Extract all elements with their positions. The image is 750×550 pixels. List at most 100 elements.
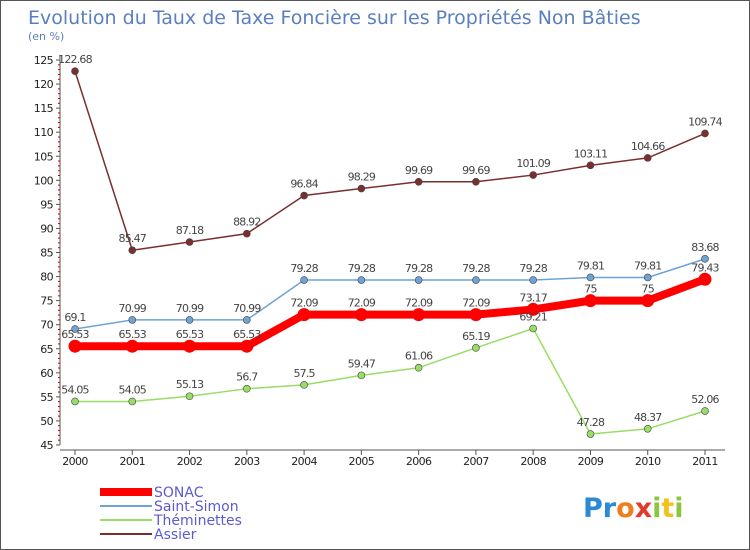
data-label: 75 — [584, 283, 597, 296]
data-point — [526, 302, 540, 316]
y-tick-label: 85 — [40, 247, 53, 260]
logo-letter: x — [635, 493, 652, 524]
data-point — [643, 154, 652, 162]
logo-letter: P — [583, 493, 603, 524]
data-label: 57.5 — [293, 367, 315, 380]
data-label: 79.81 — [634, 259, 662, 272]
data-point — [243, 384, 251, 393]
data-point — [300, 276, 308, 284]
data-label: 54.05 — [119, 383, 147, 396]
data-label: 72.09 — [462, 297, 490, 310]
chart-title: Evolution du Taux de Taxe Foncière sur l… — [28, 7, 641, 29]
x-tick-label: 2007 — [463, 455, 489, 468]
labels-assier: 122.68 85.47 87.18 88.92 96.84 98.29 99.69 99.6… — [58, 53, 723, 245]
data-point — [586, 161, 595, 170]
data-point — [414, 363, 423, 372]
data-label: 85.47 — [119, 232, 147, 245]
data-label: 99.69 — [405, 164, 433, 177]
data-label: 79.28 — [290, 262, 318, 275]
data-label: 109.74 — [688, 115, 722, 128]
data-point — [128, 397, 137, 406]
logo-letter: i — [674, 493, 683, 524]
data-point — [183, 339, 197, 353]
data-point — [185, 316, 194, 324]
data-point — [128, 316, 137, 324]
data-point — [357, 276, 366, 284]
data-point — [68, 339, 82, 353]
data-label: 83.68 — [691, 241, 719, 254]
data-point — [643, 273, 652, 282]
y-tick-label: 65 — [40, 343, 53, 356]
labels-th-minettes: 54.05 54.05 55.13 56.7 57.5 59.47 61.06 65.19 69… — [61, 310, 720, 429]
data-label: 96.84 — [290, 178, 318, 191]
labels-sonac: 65.53 65.53 65.53 65.53 72.09 72.09 72.09 72.09… — [61, 261, 720, 341]
data-label: 55.13 — [176, 378, 204, 391]
data-point — [586, 430, 595, 438]
data-point — [529, 324, 537, 333]
x-tick-label: 2005 — [349, 455, 375, 468]
data-point — [529, 171, 537, 179]
data-point — [297, 308, 311, 322]
data-label: 70.99 — [176, 302, 204, 315]
data-label: 75 — [642, 283, 655, 296]
data-point — [71, 325, 79, 333]
chart-subtitle: (en %) — [28, 30, 64, 43]
data-label: 79.28 — [405, 262, 433, 275]
data-point — [185, 392, 194, 401]
data-label: 54.05 — [61, 383, 89, 396]
data-point — [583, 294, 597, 308]
y-tick-label: 60 — [40, 367, 53, 380]
data-point — [128, 246, 137, 255]
x-tick-label: 2000 — [62, 455, 88, 468]
data-point — [357, 184, 366, 193]
data-point — [472, 344, 480, 352]
y-tick-label: 95 — [40, 198, 53, 211]
series-sonac — [68, 272, 712, 353]
y-tick-label: 70 — [40, 319, 53, 332]
series-line — [75, 327, 706, 435]
data-label: 61.06 — [405, 350, 433, 363]
data-label: 70.99 — [119, 302, 147, 315]
data-point — [412, 308, 426, 322]
data-point — [641, 294, 655, 308]
data-label: 72.09 — [348, 297, 376, 310]
series-layer: 65.53 65.53 65.53 65.53 72.09 72.09 72.09 72.09… — [58, 53, 723, 438]
y-tick-label: 50 — [40, 415, 53, 428]
y-tick-label: 115 — [34, 102, 54, 115]
data-point — [414, 276, 423, 284]
y-tick-label: 120 — [34, 78, 54, 91]
data-point — [243, 316, 251, 324]
data-point — [586, 273, 595, 282]
data-point — [300, 381, 308, 389]
logo-letter: r — [603, 493, 617, 524]
data-label: 79.28 — [519, 262, 547, 275]
data-label: 87.18 — [176, 224, 204, 237]
y-tick-label: 75 — [40, 295, 53, 308]
y-tick-label: 90 — [40, 222, 53, 235]
y-tick-label: 125 — [34, 54, 54, 67]
data-point — [469, 308, 483, 322]
data-label: 79.81 — [577, 259, 605, 272]
series-assier — [71, 67, 709, 255]
data-point — [357, 371, 366, 380]
x-tick-label: 2006 — [406, 455, 432, 468]
legend-label: Assier — [154, 527, 197, 543]
data-point — [300, 191, 308, 200]
data-label: 73.17 — [519, 291, 547, 304]
labels-saint-simon: 69.1 70.99 70.99 70.99 79.28 79.28 79.28 79.28 7… — [64, 241, 720, 324]
x-tick-label: 2002 — [177, 455, 203, 468]
data-point — [643, 424, 652, 433]
x-tick-label: 2003 — [234, 455, 260, 468]
data-point — [354, 308, 368, 322]
data-label: 65.53 — [176, 328, 204, 341]
data-label: 69.1 — [64, 311, 85, 324]
data-label: 65.53 — [61, 328, 89, 341]
y-tick-label: 105 — [34, 150, 54, 163]
series-line — [75, 275, 707, 351]
data-point — [414, 178, 423, 186]
data-point — [71, 67, 79, 75]
x-tick-label: 2010 — [635, 455, 661, 468]
data-point — [240, 339, 254, 353]
y-tick-label: 80 — [40, 271, 53, 284]
